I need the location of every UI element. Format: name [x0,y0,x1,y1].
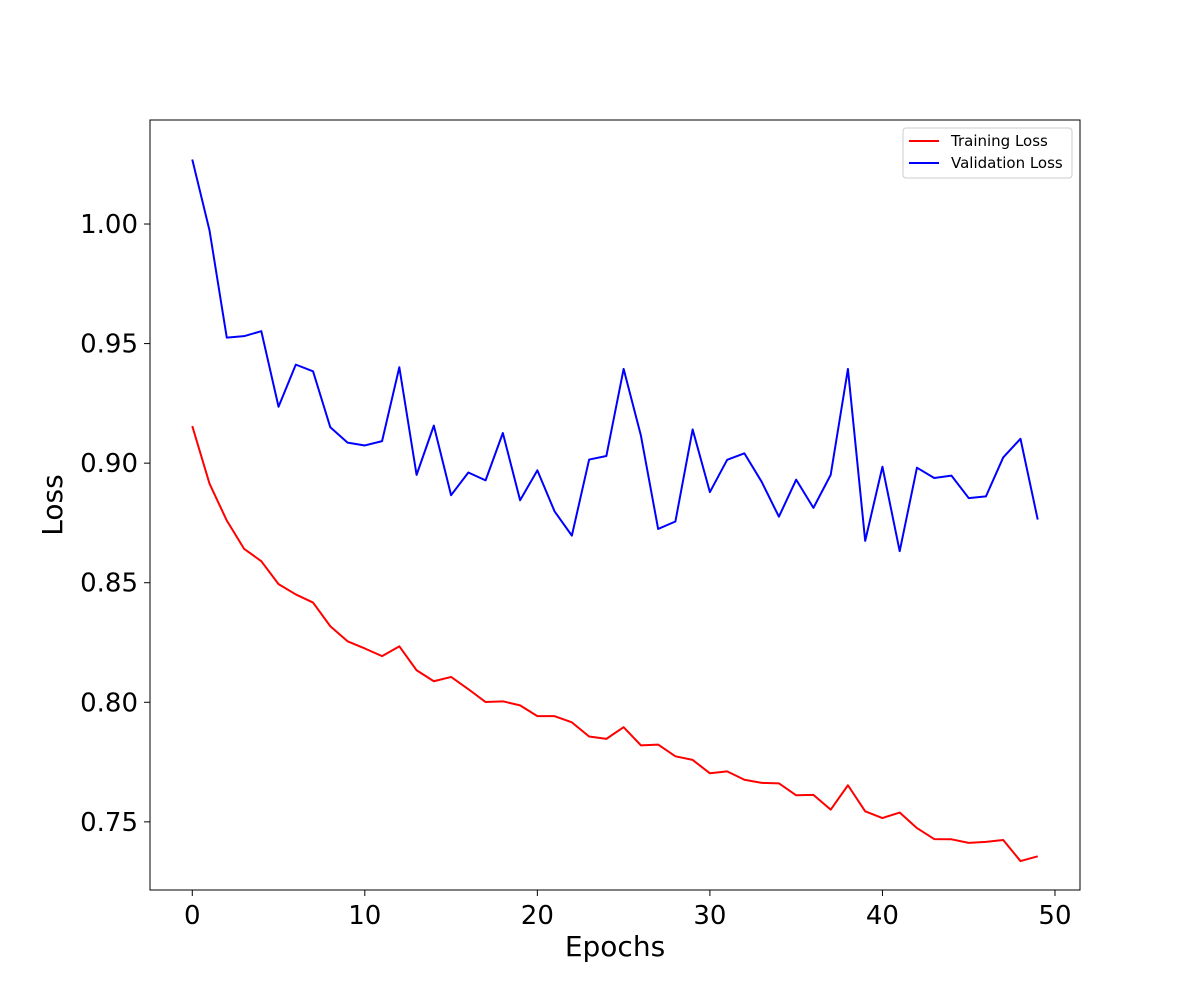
y-tick-label: 0.85 [80,569,138,599]
y-axis: 0.75 0.80 0.85 0.90 0.95 1.00 [80,210,150,838]
x-tick-label: 40 [866,901,899,931]
x-tick-label: 30 [693,901,726,931]
x-tick-label: 50 [1038,901,1071,931]
y-tick-label: 0.95 [80,330,138,360]
y-tick-label: 0.90 [80,449,138,479]
series-line-training-loss [191,425,1038,863]
legend: Training Loss Validation Loss [902,127,1073,179]
x-tick-label: 10 [348,901,381,931]
legend-box [902,127,1073,179]
y-axis-title: Loss [36,474,69,535]
y-tick-label: 1.00 [80,210,138,240]
y-tick-label: 0.75 [80,808,138,838]
y-tick-label: 0.80 [80,688,138,718]
x-axis-title: Epochs [565,930,665,963]
x-tick-label: 20 [521,901,554,931]
plot-area-frame [149,119,1081,891]
legend-label: Training Loss [950,132,1048,150]
x-tick-label: 0 [184,901,201,931]
x-axis: 0 10 20 30 40 50 [184,890,1072,931]
plot-lines [191,159,1039,863]
legend-label: Validation Loss [951,154,1063,172]
series-line-validation-loss [191,159,1039,553]
